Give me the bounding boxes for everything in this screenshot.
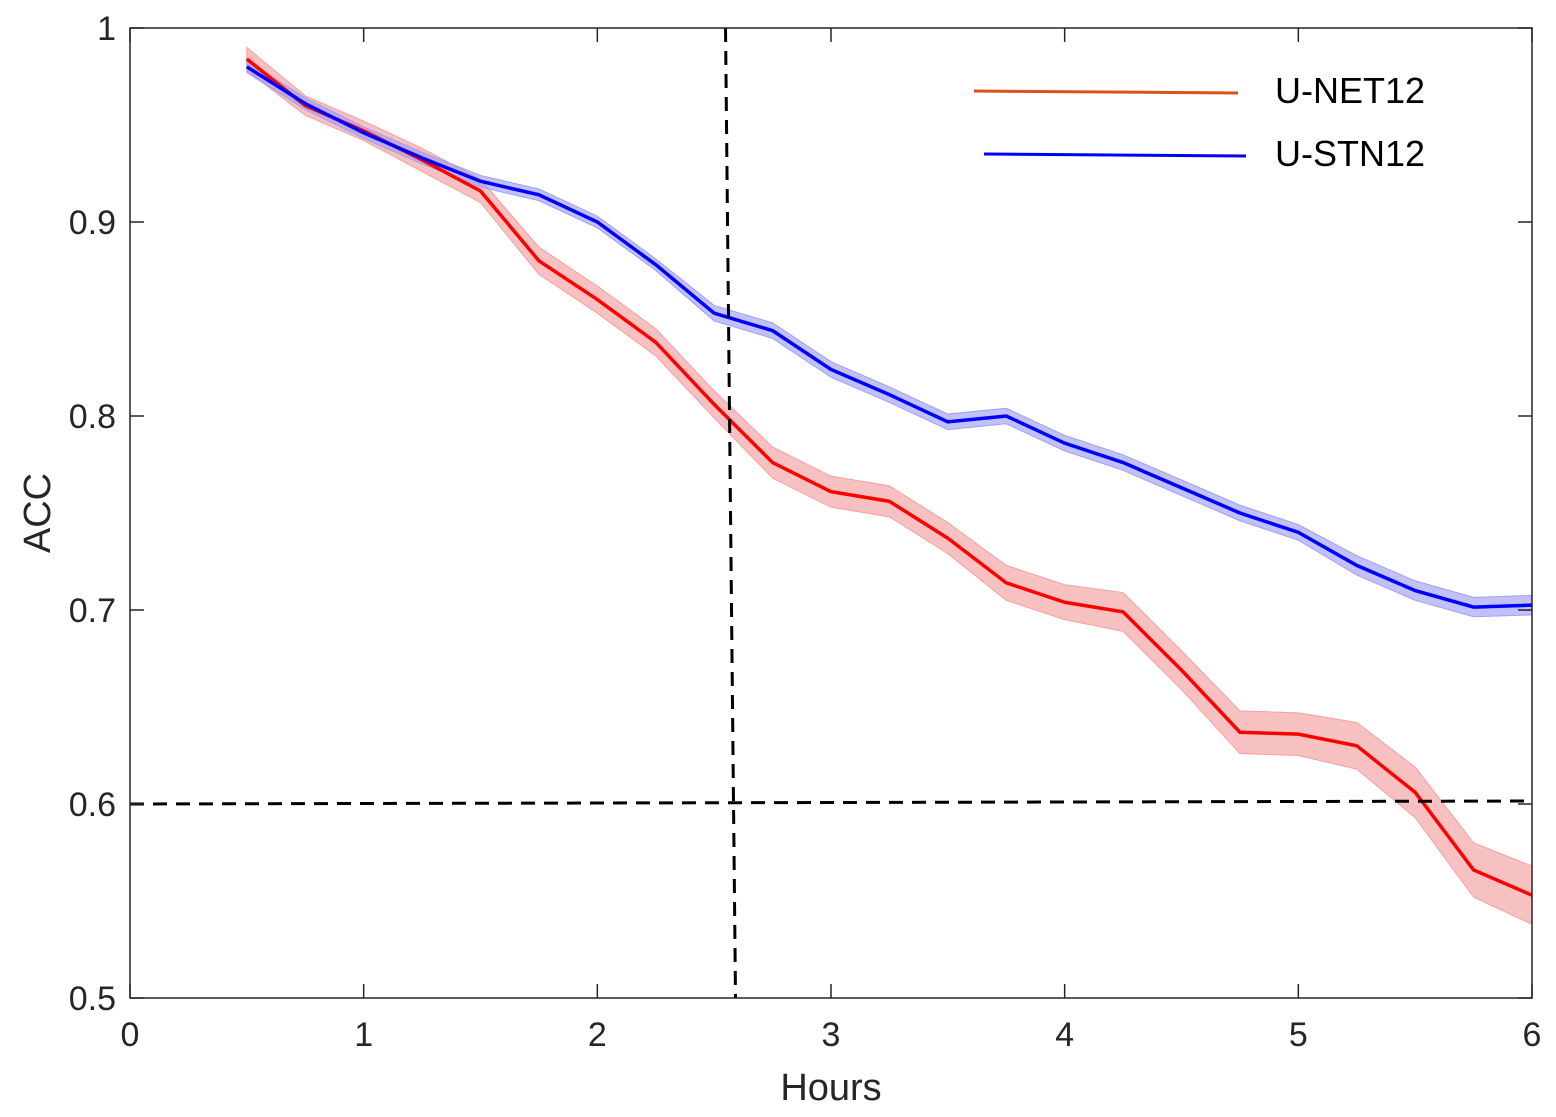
legend-label-U-NET12: U-NET12 [1275, 70, 1425, 111]
series-lines [245, 57, 1533, 897]
y-tick-label: 0.6 [69, 786, 116, 824]
reference-lines [129, 27, 1533, 999]
x-tick-label: 2 [588, 1016, 607, 1054]
y-tick-label: 0.7 [69, 592, 116, 630]
reference-line-vertical [724, 27, 738, 999]
axis-ticks: 0 1 2 3 4 5 6 0.5 0.6 0.7 0.8 0.9 1 [69, 10, 1542, 1054]
x-tick-label: 4 [1055, 1016, 1074, 1054]
line-U-NET12 [245, 57, 1533, 897]
y-tick-label: 0.9 [69, 204, 116, 242]
x-tick-label: 3 [822, 1016, 841, 1054]
legend-swatch-U-NET12 [973, 89, 1239, 95]
x-tick-label: 5 [1289, 1016, 1308, 1054]
y-tick-label: 0.8 [69, 398, 116, 436]
reference-line-horizontal [129, 799, 1533, 806]
band-U-NET12 [246, 46, 1533, 926]
y-tick-label: 1 [97, 10, 116, 48]
x-tick-label: 0 [121, 1016, 140, 1054]
legend-swatch-U-STN12 [983, 152, 1247, 158]
x-tick-label: 6 [1523, 1016, 1542, 1054]
confidence-bands [246, 46, 1533, 926]
y-axis-label: ACC [17, 473, 59, 553]
x-tick-label: 1 [354, 1016, 373, 1054]
y-tick-label: 0.5 [69, 980, 116, 1018]
x-axis-label: Hours [780, 1067, 881, 1109]
legend-label-U-STN12: U-STN12 [1275, 133, 1425, 174]
legend: U-NET12 U-STN12 [973, 70, 1425, 174]
